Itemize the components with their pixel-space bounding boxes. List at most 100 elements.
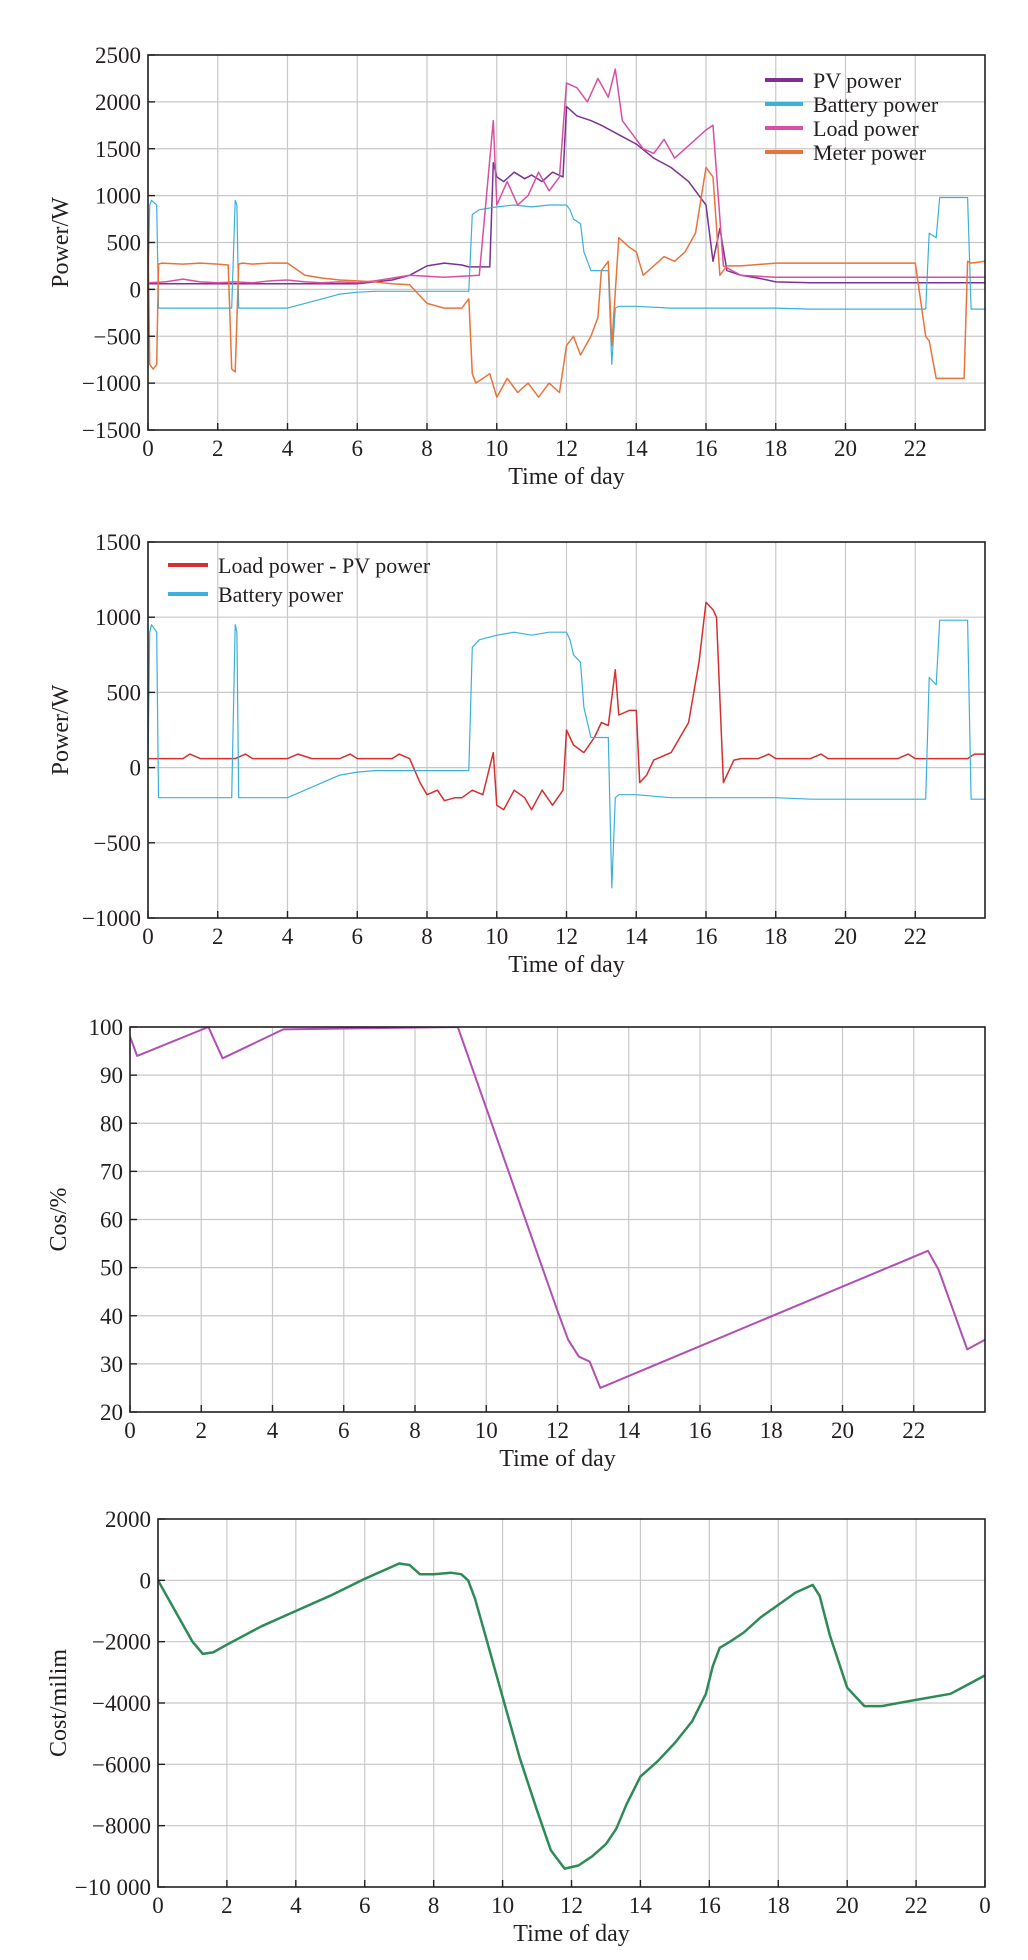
x-tick-label: 20 — [831, 1418, 854, 1443]
series-group — [148, 68, 985, 398]
legend-label-meter-power: Meter power — [813, 140, 927, 165]
series-group — [148, 601, 985, 889]
x-tick-label: 14 — [617, 1418, 641, 1443]
chart-net-load-vs-battery: 0 2 4 6 8 10 12 14 16 18 20 22 −1000 −500 0 500 1000 1500… — [48, 530, 986, 978]
x-tick-label: 12 — [555, 924, 578, 949]
x-tick-label: 14 — [625, 436, 649, 461]
x-tick-label: 8 — [409, 1418, 421, 1443]
x-tick-label: 8 — [421, 924, 433, 949]
x-tick-label: 10 — [485, 436, 508, 461]
x-tick-label: 0 — [152, 1893, 164, 1918]
x-tick-label: 2 — [221, 1893, 233, 1918]
y-tick-label: 30 — [100, 1352, 123, 1377]
x-tick-label: 2 — [212, 924, 224, 949]
y-tick-label: 40 — [100, 1304, 123, 1329]
y-tick-label: 80 — [100, 1111, 123, 1136]
x-tick-label: 4 — [282, 436, 294, 461]
y-tick-label: 70 — [100, 1159, 123, 1184]
y-axis-title: Power/W — [48, 684, 74, 775]
x-tick-label: 22 — [904, 924, 927, 949]
y-tick-label: −1000 — [82, 906, 141, 931]
y-tick-label: 0 — [130, 756, 142, 781]
x-tick-label: 10 — [485, 924, 508, 949]
x-tick-label: 4 — [282, 924, 294, 949]
series-group — [158, 1562, 985, 1870]
x-tick-label: 2 — [196, 1418, 208, 1443]
x-tick-label: 16 — [698, 1893, 721, 1918]
x-tick-label: 16 — [689, 1418, 712, 1443]
x-tick-label: 10 — [491, 1893, 514, 1918]
x-axis-title: Time of day — [499, 1446, 615, 1472]
x-tick-label: 6 — [359, 1893, 371, 1918]
x-tick-label: 14 — [625, 924, 649, 949]
legend-label-battery-power: Battery power — [218, 582, 344, 607]
y-axis-title: Cost/milim — [46, 1649, 72, 1757]
series-line-pv-power — [148, 105, 985, 285]
y-tick-label: −2000 — [92, 1630, 151, 1655]
x-tick-label: 22 — [902, 1418, 925, 1443]
y-tick-label: −1000 — [82, 371, 141, 396]
y-tick-label: 2000 — [95, 90, 141, 115]
x-tick-label: 8 — [428, 1893, 440, 1918]
x-tick-label: 18 — [764, 924, 787, 949]
y-tick-label: 60 — [100, 1208, 123, 1233]
y-tick-label: 0 — [140, 1568, 152, 1593]
x-axis-title: Time of day — [508, 464, 624, 490]
x-tick-label: 0 — [979, 1893, 991, 1918]
y-tick-label: 1500 — [95, 137, 141, 162]
y-tick-label: 100 — [89, 1015, 124, 1040]
x-tick-label: 2 — [212, 436, 224, 461]
y-tick-label: −1500 — [82, 418, 141, 443]
x-tick-label: 6 — [352, 924, 364, 949]
x-tick-label: 4 — [290, 1893, 302, 1918]
legend-label-load-power-pv-power: Load power - PV power — [218, 553, 431, 578]
series-line-meter-power — [148, 166, 985, 398]
y-axis-title: Cos/% — [46, 1187, 72, 1251]
x-axis-title: Time of day — [513, 1921, 629, 1947]
x-tick-label: 20 — [834, 436, 857, 461]
x-tick-label: 14 — [629, 1893, 653, 1918]
y-tick-label: −500 — [94, 324, 141, 349]
series-line-cos — [130, 1027, 985, 1389]
x-tick-label: 12 — [560, 1893, 583, 1918]
series-line-load-power — [148, 68, 985, 284]
legend-label-load-power: Load power — [813, 116, 919, 141]
x-tick-label: 0 — [142, 436, 154, 461]
x-tick-label: 6 — [352, 436, 364, 461]
series-line-battery-power — [148, 196, 985, 365]
y-tick-label: 90 — [100, 1063, 123, 1088]
series-line-cost — [158, 1562, 985, 1870]
y-tick-label: 1000 — [95, 184, 141, 209]
x-tick-label: 22 — [905, 1893, 928, 1918]
y-tick-label: −6000 — [92, 1752, 151, 1777]
y-tick-label: 20 — [100, 1400, 123, 1425]
y-tick-label: 0 — [130, 277, 142, 302]
x-tick-label: 8 — [421, 436, 433, 461]
y-tick-label: 500 — [107, 680, 142, 705]
x-tick-label: 20 — [834, 924, 857, 949]
y-tick-label: 2000 — [105, 1507, 151, 1532]
y-tick-label: −10 000 — [75, 1875, 151, 1900]
series-group — [130, 1027, 985, 1389]
x-tick-label: 20 — [836, 1893, 859, 1918]
x-tick-label: 18 — [767, 1893, 790, 1918]
y-axis-title: Power/W — [48, 197, 74, 288]
x-tick-label: 16 — [695, 924, 718, 949]
x-tick-label: 12 — [546, 1418, 569, 1443]
y-tick-label: −4000 — [92, 1691, 151, 1716]
y-tick-label: −500 — [94, 831, 141, 856]
x-tick-label: 12 — [555, 436, 578, 461]
x-tick-label: 18 — [764, 436, 787, 461]
chart-power-flows: 0 2 4 6 8 10 12 14 16 18 20 22 −1500 −1000 −500 0 500 100… — [48, 43, 986, 490]
x-tick-label: 6 — [338, 1418, 350, 1443]
legend: Load power - PV power Battery power — [168, 553, 431, 607]
x-tick-label: 0 — [124, 1418, 136, 1443]
chart-cost: 0 2 4 6 8 10 12 14 16 18 20 22 0−10 000−8000−6000−40… — [46, 1507, 991, 1947]
gridlines — [130, 1027, 985, 1412]
chart-cos-percent: 0 2 4 6 8 10 12 14 16 18 20 22 20 30 40 50 60 70 80 90 100 Ti… — [46, 1015, 986, 1472]
x-tick-label: 4 — [267, 1418, 279, 1443]
series-line-battery-power — [148, 619, 985, 889]
y-tick-label: 2500 — [95, 43, 141, 68]
